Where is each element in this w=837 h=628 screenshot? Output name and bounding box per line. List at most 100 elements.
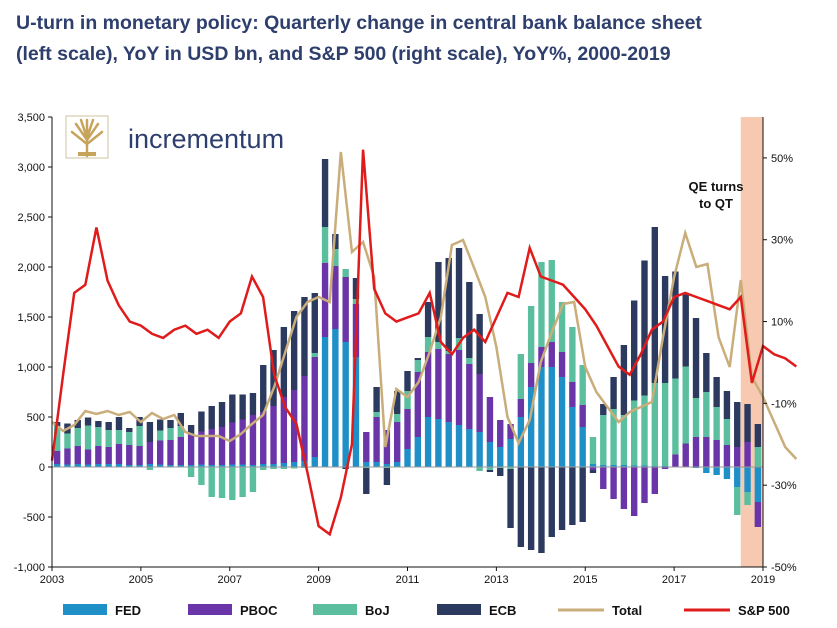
bar-ecb — [342, 467, 349, 469]
bar-fed — [239, 464, 246, 467]
bar-pboc — [517, 399, 525, 417]
bar-ecb — [713, 377, 720, 407]
bar-boj — [569, 327, 576, 382]
bar-boj — [507, 467, 514, 469]
bar-fed — [527, 387, 535, 467]
bar-pboc — [754, 502, 762, 527]
x-tick-label: 2007 — [218, 574, 242, 586]
bar-fed — [105, 464, 112, 467]
bar-fed — [754, 467, 762, 502]
bar-ecb — [218, 402, 226, 427]
bar-boj — [136, 426, 143, 446]
bar-pboc — [146, 442, 154, 464]
bar-ecb — [538, 467, 545, 553]
bar-pboc — [167, 440, 174, 465]
annotation-line2: to QT — [699, 196, 733, 211]
bar-pboc — [126, 445, 133, 465]
bar-ecb — [723, 391, 731, 419]
bar-pboc — [466, 364, 473, 429]
bar-boj — [342, 269, 349, 277]
left-tick-label: -1,000 — [14, 562, 45, 574]
x-tick-label: 2017 — [662, 574, 686, 586]
bar-boj — [651, 383, 658, 466]
bar-pboc — [734, 447, 741, 467]
left-tick-label: 0 — [39, 462, 45, 474]
right-tick-label: 30% — [771, 235, 793, 247]
bar-fed — [476, 432, 483, 467]
bar-ecb — [651, 227, 658, 383]
bar-ecb — [435, 262, 442, 342]
legend-swatch — [188, 604, 232, 615]
bar-fed — [218, 465, 226, 467]
bar-ecb — [579, 467, 586, 522]
bar-ecb — [445, 258, 452, 351]
bar-pboc — [455, 350, 463, 425]
bar-pboc — [713, 440, 720, 467]
bar-ecb — [486, 470, 494, 472]
bar-fed — [115, 464, 123, 467]
bar-boj — [631, 400, 638, 466]
bar-pboc — [476, 374, 483, 432]
bar-boj — [538, 262, 545, 347]
bar-pboc — [414, 372, 421, 437]
bar-ecb — [672, 271, 679, 379]
bar-boj — [126, 432, 133, 445]
bar-boj — [517, 354, 525, 399]
bar-ecb — [744, 404, 751, 442]
bar-pboc — [744, 442, 751, 467]
bar-boj — [414, 360, 421, 372]
bar-boj — [579, 365, 586, 405]
bar-ecb — [208, 406, 215, 429]
bar-pboc — [198, 431, 205, 465]
bar-pboc — [311, 357, 318, 457]
x-tick-label: 2009 — [306, 574, 330, 586]
left-tick-label: 500 — [27, 412, 45, 424]
bar-pboc — [373, 417, 380, 462]
x-tick-label: 2013 — [484, 574, 508, 586]
bar-boj — [754, 447, 762, 467]
bar-fed — [538, 367, 545, 467]
bar-ecb — [187, 425, 195, 434]
chart-title-line1: U-turn in monetary policy: Quarterly cha… — [16, 12, 702, 34]
legend-item-fed: FED — [63, 603, 141, 618]
bar-fed — [414, 437, 421, 467]
legend-item-total: Total — [558, 603, 642, 618]
bar-pboc — [641, 467, 648, 503]
bar-pboc — [301, 376, 308, 461]
bar-fed — [177, 465, 184, 467]
bar-ecb — [507, 469, 514, 528]
bar-pboc — [105, 447, 112, 464]
bar-boj — [229, 467, 236, 500]
bar-ecb — [84, 417, 92, 426]
bar-ecb — [620, 345, 628, 415]
bar-ecb — [373, 387, 380, 412]
legend-swatch — [313, 604, 357, 615]
bar-ecb — [394, 391, 401, 414]
legend-item-sp500: S&P 500 — [684, 603, 790, 618]
bar-fed — [208, 465, 215, 467]
bar-ecb — [157, 419, 164, 431]
bar-fed — [558, 377, 566, 467]
bar-fed — [167, 465, 174, 467]
bar-fed — [744, 467, 751, 492]
bar-pboc — [445, 354, 452, 422]
bar-ecb — [641, 260, 648, 396]
x-tick-label: 2011 — [396, 574, 420, 586]
bar-ecb — [589, 470, 597, 473]
bar-fed — [260, 464, 267, 467]
tree-logo-icon — [65, 115, 109, 159]
bar-series — [53, 159, 762, 553]
right-tick-label: 50% — [771, 153, 793, 165]
bar-boj — [435, 342, 442, 349]
bar-ecb — [466, 282, 473, 358]
legend-item-boj: BoJ — [313, 603, 390, 618]
bar-pboc — [497, 420, 504, 447]
bar-fed — [342, 342, 349, 467]
bar-fed — [321, 337, 329, 467]
bar-boj — [713, 407, 720, 440]
bar-pboc — [229, 422, 236, 465]
bar-boj — [404, 391, 411, 409]
bar-pboc — [332, 266, 339, 329]
bar-pboc — [342, 277, 349, 342]
bar-pboc — [569, 382, 576, 407]
